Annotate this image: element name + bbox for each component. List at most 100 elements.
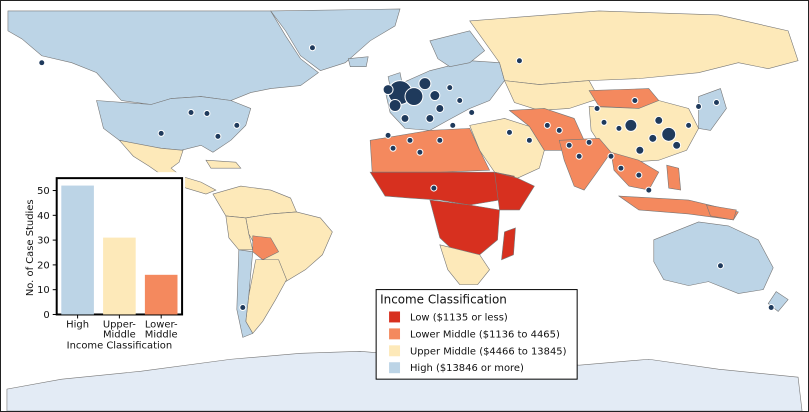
case-study-marker: [593, 104, 601, 112]
russia: [469, 10, 799, 85]
case-study-marker: [435, 103, 445, 113]
central-asia: [504, 80, 600, 111]
case-study-marker: [661, 126, 677, 142]
inset-background: [9, 172, 186, 352]
southern-africa: [439, 244, 490, 285]
case-study-markers: [38, 44, 775, 311]
inset-y-tick-label: 40: [37, 211, 50, 222]
case-study-marker: [525, 136, 533, 144]
inset-y-tick-label: 0: [43, 310, 49, 321]
case-study-marker: [654, 115, 664, 125]
argentina: [245, 259, 287, 334]
inset-x-tick-label: Lower-Middle: [145, 319, 178, 340]
case-study-marker: [615, 124, 623, 132]
case-study-marker: [635, 145, 645, 155]
case-study-marker: [607, 152, 615, 160]
case-study-marker: [388, 99, 402, 112]
inset-x-ticks: High Upper-Middle Lower-Middle: [66, 314, 178, 340]
madagascar: [501, 227, 516, 261]
inset-y-tick-label: 30: [37, 236, 50, 247]
case-study-marker: [406, 136, 414, 144]
case-study-marker: [515, 57, 523, 65]
case-study-marker: [635, 171, 643, 179]
legend-swatch-lower-middle: [389, 328, 401, 340]
case-study-marker: [468, 108, 476, 116]
case-study-marker: [436, 136, 444, 144]
case-study-marker: [543, 121, 551, 129]
inset-x-tick-label: Upper-Middle: [103, 319, 136, 340]
case-study-marker: [429, 90, 441, 102]
inset-bars: [61, 185, 178, 315]
case-study-marker: [716, 262, 724, 270]
case-study-marker: [404, 87, 424, 106]
case-study-marker: [382, 84, 394, 96]
legend-title: Income Classification: [380, 293, 507, 307]
land-layer: [6, 8, 803, 411]
case-study-marker: [449, 121, 457, 129]
case-study-marker: [203, 109, 211, 117]
legend: Income Classification Low ($1135 or less…: [375, 289, 578, 380]
case-study-marker: [685, 121, 693, 129]
papua-new-guinea: [706, 204, 737, 221]
case-study-marker: [555, 126, 563, 134]
inset-bar: [103, 237, 136, 315]
caribbean: [205, 159, 242, 169]
case-study-marker: [645, 186, 653, 194]
legend-label-low: Low ($1135 or less): [410, 312, 508, 323]
case-study-marker: [695, 103, 703, 110]
case-study-marker: [631, 97, 639, 104]
philippines: [666, 164, 681, 191]
legend-label-lower-middle: Lower Middle ($1136 to 4465): [410, 329, 560, 340]
case-study-marker: [430, 184, 438, 192]
legend-swatch-low: [389, 311, 401, 323]
case-study-marker: [617, 164, 625, 172]
australia: [653, 221, 774, 294]
case-study-marker: [624, 118, 638, 132]
canada: [7, 10, 319, 105]
inset-y-tick-label: 10: [37, 285, 50, 296]
chile: [236, 249, 254, 338]
inset-y-tick-label: 50: [37, 186, 50, 197]
usa: [96, 96, 252, 153]
case-study-marker: [418, 77, 432, 91]
central-africa: [429, 199, 500, 256]
mexico: [118, 139, 217, 195]
case-study-marker: [308, 44, 316, 52]
legend-label-high: High ($13846 or more): [410, 363, 524, 374]
sahel: [369, 171, 515, 206]
case-study-marker: [389, 144, 397, 152]
case-study-marker: [600, 118, 608, 126]
inset-y-ticks: 0 10 20 30 40 50: [37, 186, 57, 321]
case-study-marker: [425, 113, 435, 123]
bolivia: [252, 235, 280, 261]
case-study-marker: [575, 152, 583, 160]
case-study-marker: [38, 59, 46, 67]
legend-swatch-upper-middle: [389, 345, 401, 357]
legend-swatch-high: [389, 362, 401, 374]
legend-label-upper-middle: Upper Middle ($4466 to 13845): [410, 346, 567, 357]
case-study-marker: [672, 140, 682, 150]
inset-y-tick-label: 20: [37, 260, 50, 271]
case-study-marker: [648, 133, 658, 143]
greenland: [270, 8, 401, 71]
case-study-marker: [585, 138, 593, 146]
case-study-marker: [214, 132, 222, 140]
horn-of-africa: [494, 171, 535, 211]
inset-y-axis-label: No. of Case Studies: [25, 199, 36, 296]
case-study-marker: [565, 141, 573, 149]
case-study-marker: [416, 148, 424, 156]
inset-x-axis-label: Income Classification: [67, 340, 172, 351]
case-study-marker: [456, 97, 464, 104]
legend-box: [375, 289, 578, 380]
scandinavia: [429, 30, 486, 67]
case-study-marker: [233, 121, 241, 129]
case-study-marker: [384, 131, 392, 139]
case-study-marker: [446, 84, 454, 92]
iceland: [347, 56, 369, 67]
inset-bar: [144, 274, 178, 315]
inset-bar-chart: 0 10 20 30 40 50 High Upper-Middle Lower-Middle…: [9, 172, 186, 352]
case-study-marker: [506, 128, 513, 136]
inset-x-tick-label: High: [66, 319, 89, 330]
case-study-marker: [187, 108, 195, 116]
